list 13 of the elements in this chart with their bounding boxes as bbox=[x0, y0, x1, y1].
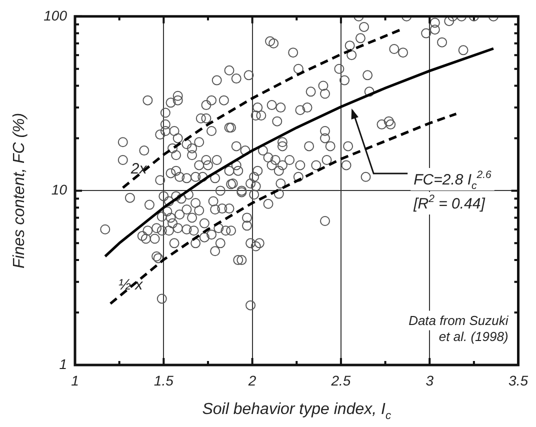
annotation: Data from Suzuki et al. (1998) bbox=[408, 313, 510, 344]
x-tick-label: 2 bbox=[247, 372, 256, 388]
x-tick-label: 2.5 bbox=[330, 372, 351, 388]
y-tick-label: 10 bbox=[51, 182, 68, 198]
y-tick-label: 1 bbox=[59, 356, 67, 372]
x-tick-label: 3 bbox=[426, 372, 434, 388]
y-axis-title: Fines content, FC (%) bbox=[11, 112, 28, 268]
x-tick-label: 3.5 bbox=[508, 372, 528, 388]
y-tick-label: 100 bbox=[44, 7, 68, 24]
series-label: 2x bbox=[130, 160, 148, 178]
x-tick-label: 1.5 bbox=[154, 372, 174, 388]
series-label: ½ x bbox=[118, 276, 144, 294]
x-tick-label: 1 bbox=[71, 372, 79, 388]
